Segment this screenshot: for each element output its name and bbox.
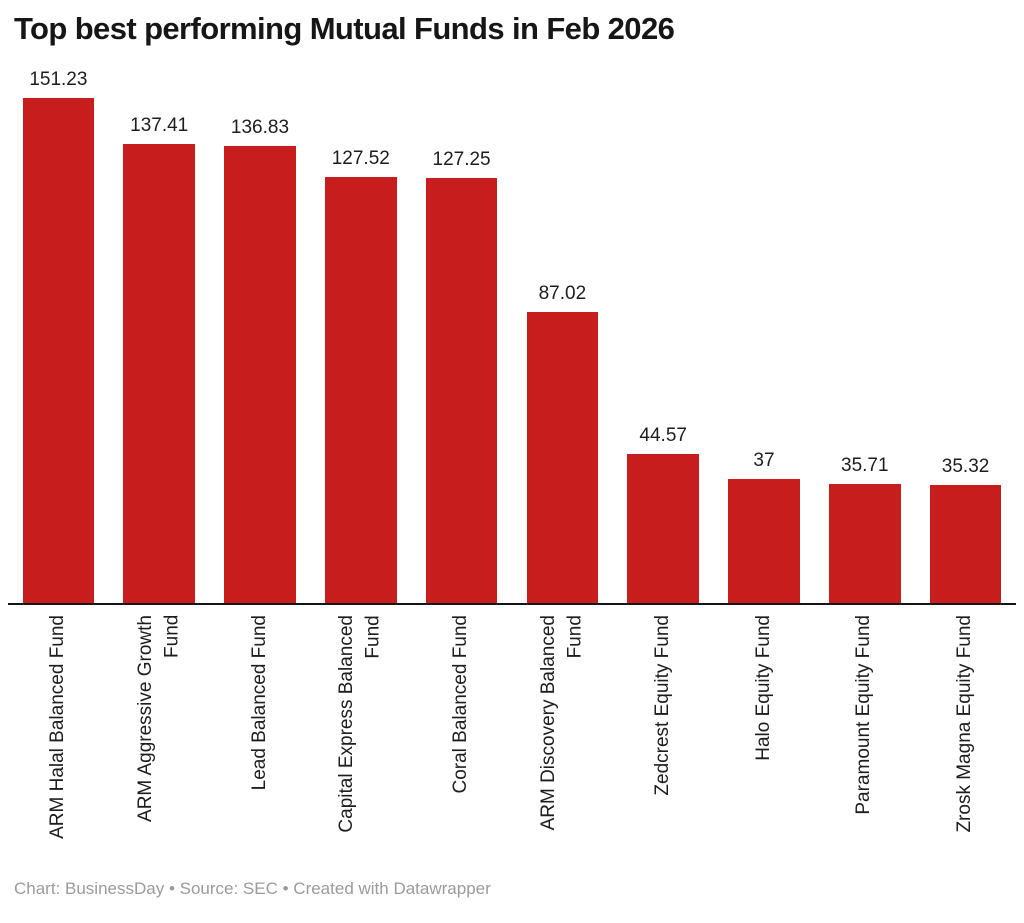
x-axis-label-cell: Paramount Equity Fund [814,605,915,861]
x-axis-label: ARM Halal Balanced Fund [47,615,69,840]
bar-column: 127.52 [310,148,411,604]
bar-value-label: 137.41 [130,115,189,137]
bar-column: 136.83 [210,117,311,604]
x-axis-label-cell: ARM Discovery Balanced Fund [512,605,613,861]
chart-page: Top best performing Mutual Funds in Feb … [0,10,1024,923]
x-axis-label-cell: ARM Aggressive Growth Fund [109,605,210,861]
x-axis-label: Zedcrest Equity Fund [651,615,673,796]
bar-column: 127.25 [411,149,512,604]
x-axis-labels: ARM Halal Balanced Fund ARM Aggressive Gr… [8,605,1016,861]
x-axis-label: Halo Equity Fund [752,615,774,761]
x-axis-label-cell: ARM Halal Balanced Fund [8,605,109,861]
bar [627,454,699,604]
bar-value-label: 35.32 [941,456,990,478]
bar [425,178,498,604]
bar [929,485,1002,604]
bar-column: 35.71 [814,455,915,604]
bar-value-label: 136.83 [230,117,290,139]
x-axis-label-cell: Zrosk Magna Equity Fund [915,605,1016,861]
x-axis-label: Capital Express Balanced Fund [336,615,384,833]
bar-plot: 151.23 137.41 136.83 127.52 127.25 87.02 44.57… [8,52,1016,604]
x-axis-label: Zrosk Magna Equity Fund [954,615,976,833]
x-axis-label-cell: Capital Express Balanced Fund [310,605,411,861]
x-axis-label: Lead Balanced Fund [248,615,270,791]
bar-column: 37 [714,450,815,604]
chart-footer: Chart: BusinessDay • Source: SEC • Creat… [14,879,491,899]
bar-column: 35.32 [915,456,1016,604]
x-axis-label: ARM Discovery Balanced Fund [537,615,586,831]
bar-value-label: 37 [753,450,775,472]
x-axis-line [8,603,1016,606]
bar-column: 151.23 [8,69,109,604]
bar [728,479,800,604]
x-axis-label: Paramount Equity Fund [853,615,875,815]
bar [325,177,397,604]
bar [123,144,195,604]
bar [224,146,296,604]
x-axis-label: ARM Aggressive Growth Fund [134,615,183,823]
bar-value-label: 127.52 [331,148,390,170]
bar-value-label: 44.57 [639,425,687,447]
x-axis-label-cell: Lead Balanced Fund [210,605,311,861]
bar-column: 44.57 [613,425,714,604]
bar-column: 87.02 [512,283,613,604]
x-axis-label-cell: Halo Equity Fund [714,605,815,861]
x-axis-label-cell: Coral Balanced Fund [411,605,512,861]
x-axis-label-cell: Zedcrest Equity Fund [613,605,714,861]
bar-column: 137.41 [109,115,210,604]
bar [828,484,901,604]
bar [526,312,599,604]
bar [22,98,95,604]
bar-value-label: 127.25 [432,149,491,171]
x-axis-label: Coral Balanced Fund [450,615,472,794]
bar-value-label: 151.23 [29,69,88,91]
bar-value-label: 87.02 [538,283,587,305]
bar-value-label: 35.71 [841,455,889,477]
chart-title: Top best performing Mutual Funds in Feb … [14,11,675,46]
